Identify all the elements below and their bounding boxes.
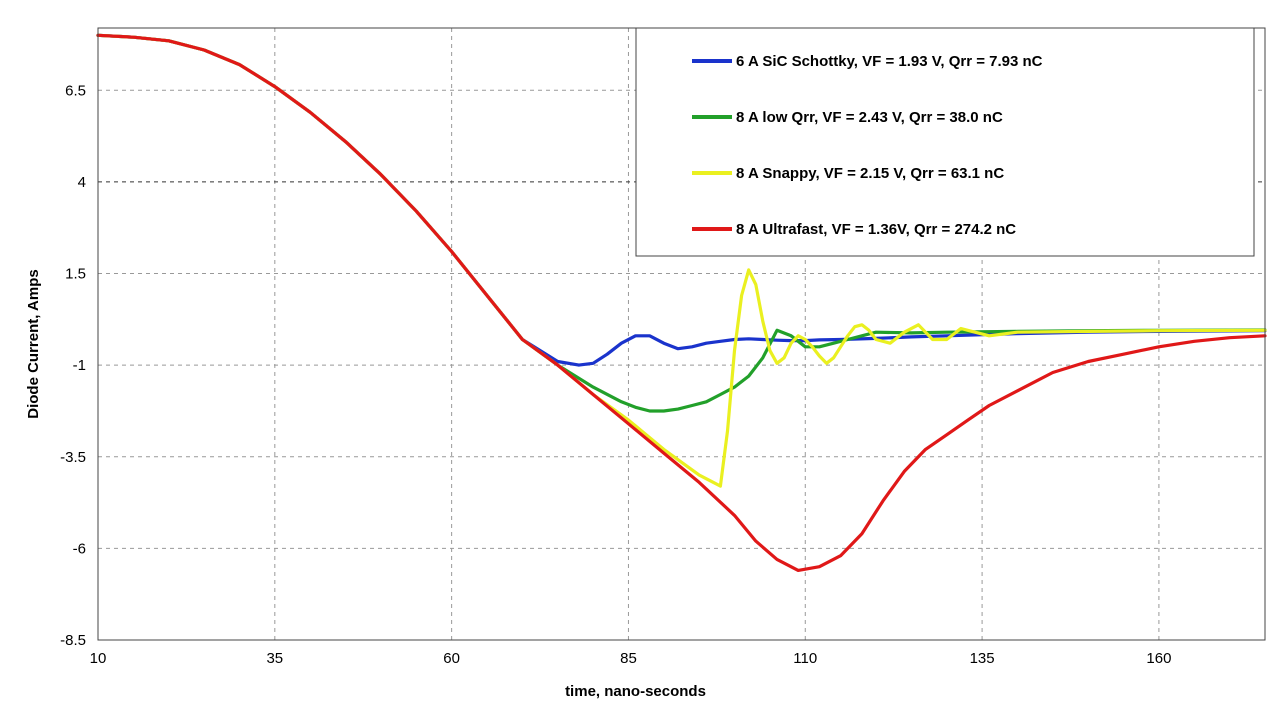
legend-entry: 8 A low Qrr, VF = 2.43 V, Qrr = 38.0 nC	[736, 109, 1003, 126]
y-tick-label: 1.5	[65, 266, 86, 283]
y-tick-label: -1	[73, 357, 86, 374]
x-tick-label: 60	[443, 650, 460, 667]
y-axis-title: Diode Current, Amps	[25, 269, 42, 418]
legend-box	[635, 27, 1255, 257]
y-tick-label: 4	[78, 174, 86, 191]
x-axis-title: time, nano-seconds	[565, 683, 706, 700]
series-line-4	[96, 33, 1267, 573]
y-tick-label: -8.5	[60, 632, 86, 649]
x-tick-label: 35	[266, 650, 283, 667]
legend-entry: 6 A SiC Schottky, VF = 1.93 V, Qrr = 7.9…	[736, 53, 1043, 70]
legend-entry: 8 A Ultrafast, VF = 1.36V, Qrr = 274.2 n…	[736, 221, 1016, 238]
x-tick-label: 160	[1146, 650, 1171, 667]
x-tick-label: 10	[90, 650, 107, 667]
grid-lines	[98, 28, 1265, 640]
series-lines	[96, 33, 1267, 573]
legend: 6 A SiC Schottky, VF = 1.93 V, Qrr = 7.9…	[635, 27, 1255, 257]
y-tick-label: -6	[73, 540, 86, 557]
y-tick-label: -3.5	[60, 449, 86, 466]
y-tick-label: 6.5	[65, 82, 86, 99]
x-tick-label: 110	[793, 650, 817, 667]
x-tick-label: 135	[970, 650, 995, 667]
x-tick-label: 85	[620, 650, 637, 667]
legend-entry: 8 A Snappy, VF = 2.15 V, Qrr = 63.1 nC	[736, 165, 1004, 182]
tick-labels: 10 35 60 85 110 135 160 6.5 4 1.5 -1 -3.5 -6 -8.5	[60, 82, 1171, 667]
